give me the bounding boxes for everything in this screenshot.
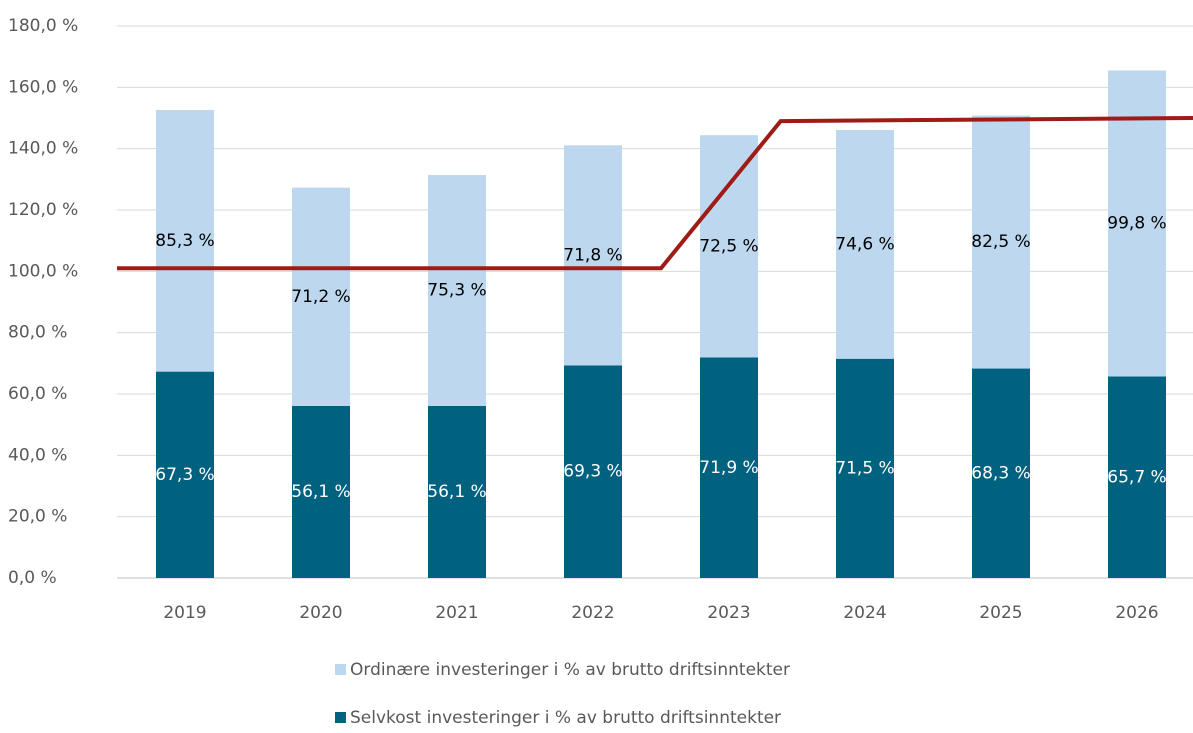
threshold-line [117, 116, 1193, 271]
data-label: 67,3 % [155, 465, 214, 485]
data-label: 56,1 % [427, 482, 486, 502]
bar-segment [972, 368, 1030, 578]
y-tick-label: 0,0 % [8, 568, 57, 588]
data-label: 75,3 % [427, 281, 486, 301]
data-label: 68,3 % [971, 463, 1030, 483]
y-tick-label: 160,0 % [8, 77, 78, 97]
y-tick-label: 180,0 % [8, 16, 78, 36]
y-tick-label: 20,0 % [8, 507, 67, 527]
data-label: 71,8 % [563, 245, 622, 265]
bar-segment [428, 405, 486, 578]
legend-swatch [335, 664, 346, 675]
legend-label: Ordinære investeringer i % av brutto dri… [350, 660, 790, 680]
x-tick-label: 2020 [299, 603, 342, 623]
bar-segment [564, 365, 622, 578]
x-tick-label: 2023 [707, 603, 750, 623]
legend-label: Selvkost investeringer i % av brutto dri… [350, 708, 781, 728]
bar-segment [292, 405, 350, 578]
y-tick-label: 100,0 % [8, 261, 78, 281]
data-label: 56,1 % [291, 482, 350, 502]
bar-segment [428, 175, 486, 406]
bar-segment [836, 358, 894, 578]
bar-segment [156, 371, 214, 578]
x-tick-label: 2026 [1115, 603, 1158, 623]
bar-segment [700, 357, 758, 578]
y-tick-label: 120,0 % [8, 200, 78, 220]
bar-segment [292, 187, 350, 406]
y-tick-label: 60,0 % [8, 384, 67, 404]
data-label: 74,6 % [835, 234, 894, 254]
data-label: 72,5 % [699, 236, 758, 256]
data-label: 65,7 % [1107, 467, 1166, 487]
y-tick-label: 80,0 % [8, 323, 67, 343]
x-tick-label: 2025 [979, 603, 1022, 623]
data-label: 82,5 % [971, 232, 1030, 252]
bar-segment [156, 110, 214, 372]
bar-segment [836, 129, 894, 359]
bar-segment [564, 145, 622, 366]
bar-segment [1108, 70, 1166, 377]
data-label: 99,8 % [1107, 213, 1166, 233]
x-tick-label: 2024 [843, 603, 886, 623]
data-label: 85,3 % [155, 231, 214, 251]
bar-segment [700, 135, 758, 358]
data-label: 71,5 % [835, 458, 894, 478]
data-label: 71,9 % [699, 458, 758, 478]
bar-segment [1108, 376, 1166, 578]
data-label: 69,3 % [563, 462, 622, 482]
x-tick-label: 2019 [163, 603, 206, 623]
legend-swatch [335, 712, 346, 723]
data-label: 71,2 % [291, 287, 350, 307]
y-tick-label: 40,0 % [8, 445, 67, 465]
bar-segment [972, 115, 1030, 369]
x-tick-label: 2021 [435, 603, 478, 623]
y-tick-label: 140,0 % [8, 139, 78, 159]
x-tick-label: 2022 [571, 603, 614, 623]
